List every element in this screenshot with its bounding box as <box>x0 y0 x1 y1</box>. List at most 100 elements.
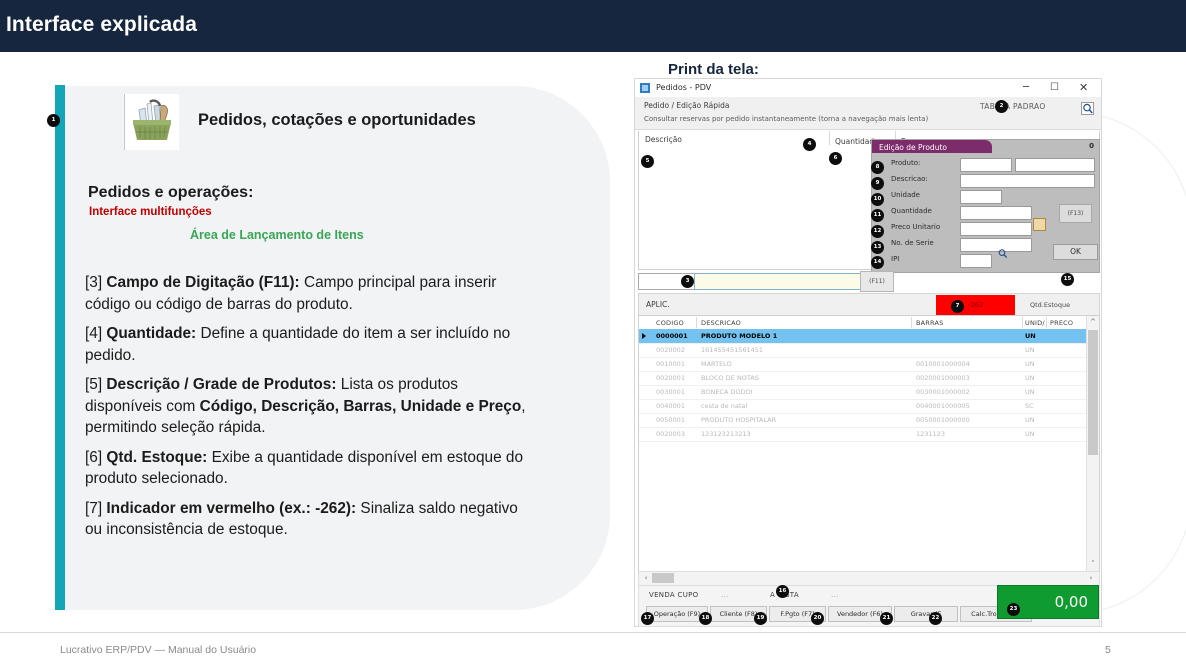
dialog-field-row: Preco Unitario <box>872 221 1099 237</box>
grid-col-barras[interactable]: BARRAS <box>916 319 944 327</box>
field-label-ipi: IPI <box>891 255 900 263</box>
field-label-no-serie: No. de Serie <box>891 239 934 247</box>
dialog-field-row: Unidade <box>872 189 1099 205</box>
item-term: Quantidade: <box>106 325 197 342</box>
annotation-marker-19: 19 <box>754 612 767 625</box>
ipi-input[interactable] <box>960 254 992 268</box>
grid-col-preco[interactable]: PRECO <box>1050 319 1074 327</box>
qtd-estoque-label: Qtd.Estoque <box>1030 301 1071 309</box>
f11-button[interactable]: (F11) <box>860 271 894 292</box>
magnifier-icon[interactable] <box>1081 100 1094 119</box>
close-icon[interactable]: ✕ <box>1079 81 1089 94</box>
aplic-bar: APLIC. -262 Qtd.Estoque <box>638 293 1100 317</box>
grid-col-divider <box>1046 317 1047 328</box>
item-text: Campo principal para inserir código ou c… <box>85 274 497 313</box>
table-row[interactable]: 0020002 161455451561451 UN <box>639 343 1086 358</box>
grid-header-row: CODIGO DESCRICAO BARRAS UNID/ PRECO <box>639 316 1099 330</box>
status-dots-2: ... <box>831 591 839 599</box>
annotation-marker-3: 3 <box>681 275 694 288</box>
cell-unidade: UN <box>1025 416 1035 424</box>
cell-codigo: 0010001 <box>656 360 685 368</box>
hscroll-thumb[interactable] <box>652 573 674 583</box>
list-item: [6] Qtd. Estoque: Exibe a quantidade dis… <box>85 447 537 490</box>
print-label: Print da tela: <box>668 61 759 78</box>
scroll-thumb[interactable] <box>1088 330 1098 455</box>
app-icon <box>640 83 650 93</box>
table-row[interactable]: 0040001 cesta de natal 0040001000005 SC <box>639 399 1086 414</box>
scroll-right-icon[interactable]: › <box>1089 574 1093 582</box>
item-text-2: , permitindo seleção rápida. <box>85 397 526 437</box>
ipi-magnifier-icon[interactable] <box>997 244 1008 263</box>
annotation-marker-12: 12 <box>871 225 884 238</box>
maximize-icon[interactable]: ☐ <box>1050 82 1059 93</box>
dialog-field-row: Quantidade <box>872 205 1099 221</box>
product-grid[interactable]: CODIGO DESCRICAO BARRAS UNID/ PRECO 0000… <box>638 315 1100 572</box>
cell-codigo: 0000001 <box>656 332 688 340</box>
table-row[interactable]: 0000001 PRODUTO MODELO 1 UN <box>639 329 1086 344</box>
scroll-up-icon[interactable]: ^ <box>1090 318 1096 326</box>
grid-horizontal-scrollbar[interactable]: ‹ › <box>638 571 1100 586</box>
cell-unidade: UN <box>1025 346 1035 354</box>
item-term: Campo de Digitação (F11): <box>106 274 300 291</box>
scroll-left-icon[interactable]: ‹ <box>644 574 648 582</box>
item-term-2: Código, Descrição, Barras, Unidade e Pre… <box>199 397 522 415</box>
status-dots-1: ... <box>721 591 729 599</box>
card-subheading-red: Interface multifunções <box>89 206 212 218</box>
column-header-quantidade: Quantidade <box>835 137 879 146</box>
ok-button[interactable]: OK <box>1053 244 1098 260</box>
f13-button[interactable]: (F13) <box>1059 204 1092 223</box>
edit-pencil-icon[interactable] <box>1033 218 1046 231</box>
table-row[interactable]: 0010001 MARTELO 0010001000004 UN <box>639 357 1086 372</box>
edicao-produto-dialog: Edição de Produto 0 Produto: Descricao: … <box>871 139 1100 273</box>
item-index: [4] <box>85 325 103 342</box>
cell-codigo: 0040001 <box>656 402 685 410</box>
table-row[interactable]: 0030001 BONECA DODOI 0030001000002 UN <box>639 385 1086 400</box>
annotation-marker-5: 5 <box>641 155 654 168</box>
gravar-button[interactable]: Gravar (F <box>894 606 958 622</box>
grid-col-unidade[interactable]: UNID/ <box>1025 319 1045 327</box>
cliente-button[interactable]: Cliente (F8) <box>710 606 767 622</box>
grid-col-codigo[interactable]: CODIGO <box>656 319 684 327</box>
cell-barras: 0050001000000 <box>916 416 970 424</box>
shopping-basket-icon <box>124 94 179 150</box>
quantidade-input[interactable] <box>960 206 1032 220</box>
page-title: Interface explicada <box>6 13 197 36</box>
grid-col-descricao[interactable]: DESCRICAO <box>701 319 741 327</box>
table-row[interactable]: 0050001 PRODUTO HOSPITALAR 0050001000000… <box>639 413 1086 428</box>
dialog-title: Edição de Produto <box>879 142 947 152</box>
grid-vertical-scrollbar[interactable]: ^ ˅ <box>1086 316 1099 571</box>
annotation-marker-9: 9 <box>871 177 884 190</box>
cell-codigo: 0020002 <box>656 346 685 354</box>
f11-entry-row: 1 (F11) <box>638 271 1098 292</box>
footer-divider <box>0 632 1186 633</box>
dialog-titlebar: Edição de Produto <box>872 140 992 153</box>
descricao-input[interactable] <box>960 174 1095 188</box>
produto-code-input[interactable] <box>960 158 1012 172</box>
annotation-marker-17: 17 <box>641 612 654 625</box>
annotation-marker-8: 8 <box>871 161 884 174</box>
minimize-icon[interactable]: ─ <box>1023 82 1030 93</box>
list-item: [7] Indicador em vermelho (ex.: -262): S… <box>85 498 537 541</box>
table-row[interactable]: 0020003 123123213213 1231123 UN <box>639 427 1086 442</box>
column-header-descricao: Descrição <box>645 135 682 144</box>
table-row[interactable]: 0020001 BLOCO DE NOTAS 0020001000003 UN <box>639 371 1086 386</box>
aplic-label: APLIC. <box>646 300 670 309</box>
annotation-marker-10: 10 <box>871 193 884 206</box>
unidade-input[interactable] <box>960 190 1002 204</box>
item-index: [5] <box>85 376 103 393</box>
annotation-marker-1: 1 <box>47 114 60 127</box>
page-number: 5 <box>1105 644 1111 656</box>
barcode-input[interactable] <box>694 273 861 290</box>
vendedor-button[interactable]: Vendedor (F6) <box>828 606 892 622</box>
produto-name-input[interactable] <box>1015 158 1095 172</box>
cell-barras: 0040001000005 <box>916 402 970 410</box>
cell-codigo: 0030001 <box>656 388 685 396</box>
footer-text: Lucrativo ERP/PDV — Manual do Usuário <box>60 644 257 656</box>
numero-serie-input[interactable] <box>960 238 1032 252</box>
cell-unidade: UN <box>1025 360 1035 368</box>
list-item: [3] Campo de Digitação (F11): Campo prin… <box>85 272 537 315</box>
scroll-down-icon[interactable]: ˅ <box>1091 560 1095 568</box>
preco-unitario-input[interactable] <box>960 222 1032 236</box>
cell-unidade: SC <box>1025 402 1034 410</box>
cell-descricao: MARTELO <box>701 360 732 368</box>
